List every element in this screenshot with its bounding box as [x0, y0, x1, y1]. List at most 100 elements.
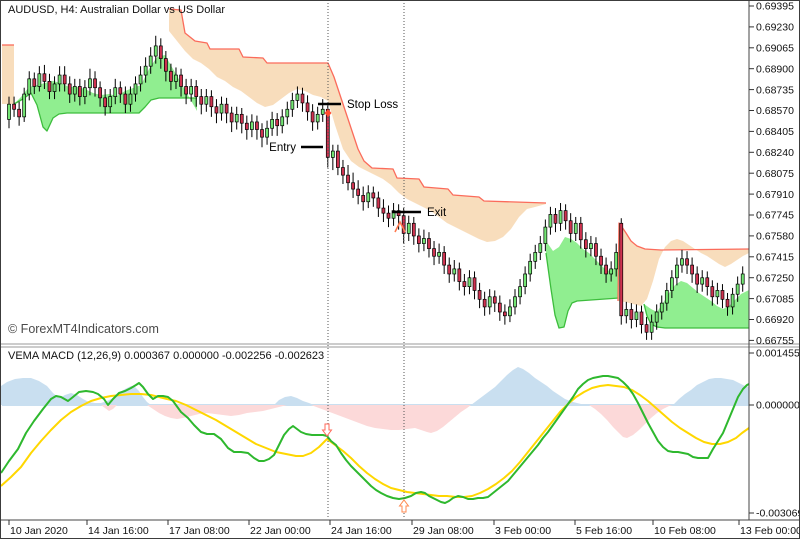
- time-axis-label: 17 Jan 08:00: [169, 525, 230, 537]
- stop_loss-label: Stop Loss: [347, 99, 398, 111]
- exit-signal-marker: [394, 220, 406, 233]
- macd-main-line: [1, 375, 750, 504]
- bull-band-fill: [14, 55, 197, 131]
- candle-body: [381, 207, 386, 214]
- candle-body: [548, 214, 553, 228]
- candle-body: [589, 243, 593, 249]
- bull-band-border: [13, 92, 197, 132]
- candle-body: [158, 45, 163, 59]
- candle-body: [47, 81, 52, 92]
- bear-band-fill: [169, 9, 546, 242]
- bull-band-fill: [644, 281, 749, 328]
- candle-body: [194, 86, 199, 97]
- time-axis-label: 24 Jan 16:00: [331, 525, 392, 537]
- candle-body: [295, 93, 300, 101]
- candle-body: [300, 93, 305, 104]
- candle-body: [153, 45, 158, 57]
- bear-band-border: [168, 8, 547, 204]
- candle-body: [705, 277, 710, 287]
- candle-body: [634, 311, 639, 320]
- candle-body: [538, 243, 543, 253]
- candle-body: [695, 273, 700, 285]
- macd-histogram-negative: [147, 405, 287, 419]
- candle-body: [740, 273, 745, 285]
- candle-body: [558, 210, 563, 224]
- candle-body: [513, 296, 517, 308]
- candle-body: [148, 55, 153, 67]
- candle-body: [346, 174, 350, 184]
- bull-band-border: [643, 303, 749, 329]
- price-axis-label: 0.69230: [756, 22, 794, 34]
- candle-body: [179, 74, 183, 87]
- candle-body: [391, 210, 396, 219]
- candle-body: [260, 129, 264, 138]
- candle-body: [700, 277, 705, 285]
- candle-body: [685, 258, 689, 266]
- indicator-axis-label: 0.001455: [756, 348, 800, 360]
- time-axis-label: 29 Jan 08:00: [413, 525, 474, 537]
- macd-histogram-positive: [673, 378, 749, 405]
- candle-body: [411, 222, 416, 237]
- candle-body: [553, 214, 558, 224]
- candle-body: [209, 96, 214, 108]
- candle-body: [644, 324, 649, 333]
- macd-sell-arrow: [321, 423, 333, 437]
- candle-body: [17, 108, 21, 118]
- price-axis-label: 0.67580: [756, 231, 794, 243]
- price-axis-label: 0.67085: [756, 293, 794, 305]
- candle-body: [664, 290, 669, 304]
- price-axis-label: 0.67415: [756, 251, 794, 263]
- candle-body: [239, 113, 244, 124]
- candle-body: [639, 311, 644, 326]
- macd-histogram-positive: [1, 378, 151, 405]
- candle-body: [619, 222, 624, 317]
- price-axis-label: 0.68570: [756, 105, 794, 117]
- candle-body: [654, 311, 659, 323]
- candle-body: [482, 298, 487, 308]
- macd-buy-arrow: [398, 499, 410, 513]
- candle-body: [52, 83, 57, 92]
- candle-body: [376, 197, 381, 209]
- candle-body: [422, 238, 426, 244]
- candle-body: [659, 302, 664, 313]
- candle-body: [214, 106, 219, 114]
- candle-body: [7, 103, 11, 120]
- candle-body: [310, 111, 315, 123]
- price-axis-label: 0.68075: [756, 168, 794, 180]
- candle-body: [583, 239, 588, 249]
- candle-body: [265, 127, 269, 138]
- candle-body: [103, 97, 107, 108]
- candle-body: [497, 302, 502, 313]
- macd-signal-line: [1, 384, 750, 498]
- bull-band-border: [545, 252, 620, 329]
- price-axis-label: 0.69395: [756, 1, 794, 13]
- candle-body: [32, 78, 37, 87]
- price-axis-label: 0.68240: [756, 147, 794, 159]
- candle-body: [234, 113, 239, 123]
- candle-body: [57, 74, 62, 85]
- candle-body: [184, 86, 188, 95]
- candle-body: [351, 182, 355, 190]
- candle-body: [83, 87, 87, 97]
- macd-histogram-positive: [471, 367, 591, 405]
- indicator-axis-label: -0.003069: [756, 508, 800, 520]
- candle-body: [169, 70, 173, 82]
- candle-body: [599, 255, 603, 266]
- candle-body: [518, 286, 522, 298]
- candle-body: [224, 103, 229, 114]
- candle-body: [386, 212, 391, 219]
- candle-body: [690, 264, 694, 275]
- candle-body: [123, 93, 128, 105]
- time-axis-label: 10 Feb 08:00: [654, 525, 716, 537]
- candle-body: [427, 238, 431, 249]
- candle-body: [42, 73, 47, 82]
- candle-body: [675, 264, 679, 279]
- candle-body: [356, 188, 360, 196]
- candle-body: [452, 268, 457, 275]
- candle-body: [720, 290, 725, 300]
- candle-body: [563, 210, 568, 222]
- time-axis-label: 22 Jan 00:00: [250, 525, 311, 537]
- candle-body: [457, 268, 462, 282]
- candle-body: [108, 96, 113, 108]
